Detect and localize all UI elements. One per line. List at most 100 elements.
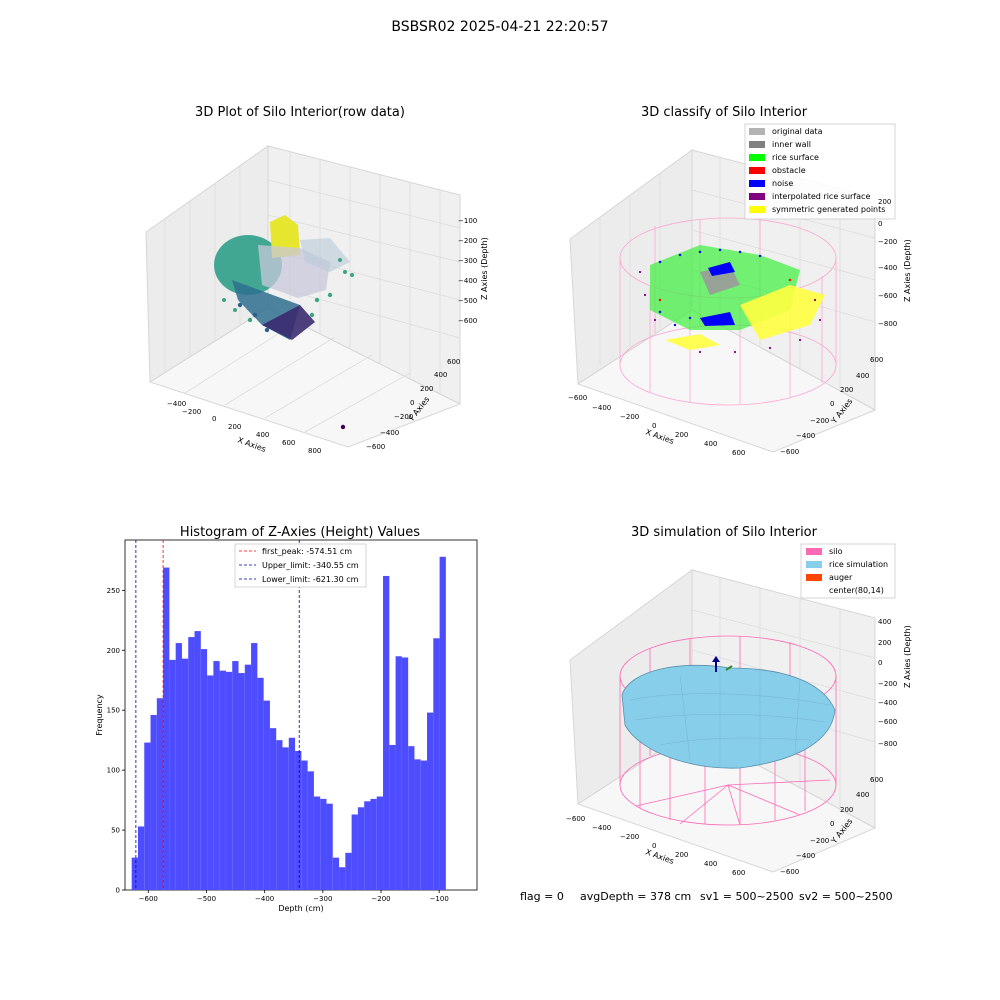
legend-swatch [806, 561, 822, 568]
p1-ztick: −500 [458, 297, 477, 305]
p4-ytick: 200 [840, 806, 853, 814]
panel-histogram: Histogram of Z-Axies (Height) Values −60… [95, 525, 478, 913]
histogram-ylabel: Frequency [95, 694, 104, 736]
histogram-bar [219, 670, 226, 890]
panel2-classified-points [638, 245, 825, 354]
panel4-title: 3D simulation of Silo Interior [631, 525, 818, 540]
p1-xtick: 400 [256, 431, 269, 439]
histogram-x-tick-label: −200 [371, 895, 390, 903]
legend-rice-surface: rice surface [772, 153, 819, 162]
histogram-bar [276, 740, 283, 890]
histogram-bar [427, 712, 434, 890]
histogram-y-ticks: 0 50 100 150 200 250 [107, 587, 125, 895]
p2-ytick: −400 [796, 432, 815, 440]
p4-ztick: −400 [878, 699, 897, 707]
p4-xlabel: X Axies [644, 847, 675, 866]
histogram-bar [339, 867, 346, 890]
legend-upper-limit: Upper_limit: -340.55 cm [262, 561, 359, 570]
histogram-bar [282, 747, 289, 890]
histogram-reference-lines [135, 540, 300, 890]
p2-ytick: 600 [870, 356, 883, 364]
p1-ytick: −600 [366, 443, 385, 451]
legend-inner-wall: inner wall [772, 140, 811, 149]
histogram-bar [269, 728, 277, 890]
p4-xtick: 200 [675, 851, 688, 859]
histogram-bar [213, 661, 220, 890]
p2-ztick: −200 [878, 238, 897, 246]
histogram-x-tick-label: −300 [313, 895, 332, 903]
histogram-bar [357, 807, 365, 890]
legend-swatch [749, 180, 765, 187]
histogram-bar [345, 852, 352, 890]
p1-ytick: −200 [394, 413, 413, 421]
p1-ytick: −400 [380, 429, 399, 437]
p4-ytick: 600 [870, 776, 883, 784]
histogram-bar [320, 798, 327, 890]
histogram-bar [175, 643, 182, 890]
p4-ytick: −400 [796, 852, 815, 860]
histogram-bar [307, 771, 314, 890]
histogram-bar [370, 798, 377, 890]
panel2-y-ticks: −600 −400 −200 0 200 400 600 [780, 356, 883, 456]
histogram-bar [194, 631, 201, 890]
legend-swatch [749, 141, 765, 148]
histogram-bar [326, 803, 333, 890]
panel4-z-ticks: −800 −600 −400 −200 0 200 400 [878, 618, 897, 748]
histogram-bar [238, 673, 245, 890]
p4-ytick: −600 [780, 868, 799, 876]
p2-xtick: 0 [652, 422, 656, 430]
p2-ztick: −400 [878, 264, 897, 272]
panel1-y-ticks: −600 −400 −200 0 200 400 600 [366, 358, 460, 451]
p2-zlabel: Z Axies (Depth) [903, 239, 912, 302]
panel-simulation: 3D simulation of Silo Interior [566, 525, 912, 877]
histogram-legend: first_peak: -574.51 cm Upper_limit: -340… [234, 543, 367, 588]
histogram-bar [188, 637, 195, 890]
p2-xtick: 200 [675, 431, 688, 439]
legend-swatch [749, 128, 765, 135]
legend-auger: auger [829, 573, 853, 582]
panel3-title: Histogram of Z-Axies (Height) Values [180, 525, 420, 540]
histogram-bar [433, 638, 440, 890]
legend-first-peak: first_peak: -574.51 cm [262, 547, 352, 556]
p2-ytick: 0 [830, 400, 834, 408]
p4-xtick: 0 [652, 842, 656, 850]
status-line: flag = 0 avgDepth = 378 cm sv1 = 500~250… [520, 890, 893, 903]
histogram-bar [131, 857, 138, 890]
panel2-legend: original data inner wall rice surface ob… [744, 123, 896, 220]
legend-rice-simulation: rice simulation [829, 560, 888, 569]
histogram-bar [163, 567, 170, 890]
legend-swatch [749, 154, 765, 161]
panel2-z-ticks: −800 −600 −400 −200 0 200 [878, 198, 897, 328]
p1-xtick: 800 [308, 447, 321, 455]
histogram-bar [257, 677, 264, 890]
p4-ztick: −200 [878, 680, 897, 688]
legend-swatch [749, 206, 765, 213]
panel1-point-cloud [214, 215, 354, 430]
legend-silo: silo [829, 547, 843, 556]
p2-ztick: 200 [878, 198, 891, 206]
p1-xtick: −400 [167, 400, 186, 408]
status-sv2: sv2 = 500~2500 [799, 890, 893, 903]
histogram-x-tick-label: −500 [197, 895, 216, 903]
p1-ytick: 600 [447, 358, 460, 366]
panel2-x-ticks: −600 −400 −200 0 200 400 600 [568, 394, 745, 457]
histogram-bar [288, 737, 296, 890]
legend-original-data: original data [772, 127, 823, 136]
p4-ytick: 0 [830, 820, 834, 828]
legend-noise: noise [772, 179, 793, 188]
p2-xlabel: X Axies [644, 427, 675, 446]
histogram-bar [383, 575, 390, 890]
legend-interpolated: interpolated rice surface [772, 192, 870, 201]
p1-zlabel: Z Axies (Depth) [480, 237, 489, 300]
p4-ytick: 400 [856, 791, 869, 799]
legend-swatch [806, 574, 822, 581]
panel1-title: 3D Plot of Silo Interior(row data) [195, 105, 405, 120]
histogram-bar [263, 700, 270, 890]
histogram-bar [251, 643, 258, 890]
histogram-x-tick-label: −100 [430, 895, 449, 903]
legend-swatch [749, 167, 765, 174]
p2-ytick: 200 [840, 386, 853, 394]
p4-ytick: −200 [810, 837, 829, 845]
histogram-x-tick-label: −400 [255, 895, 274, 903]
